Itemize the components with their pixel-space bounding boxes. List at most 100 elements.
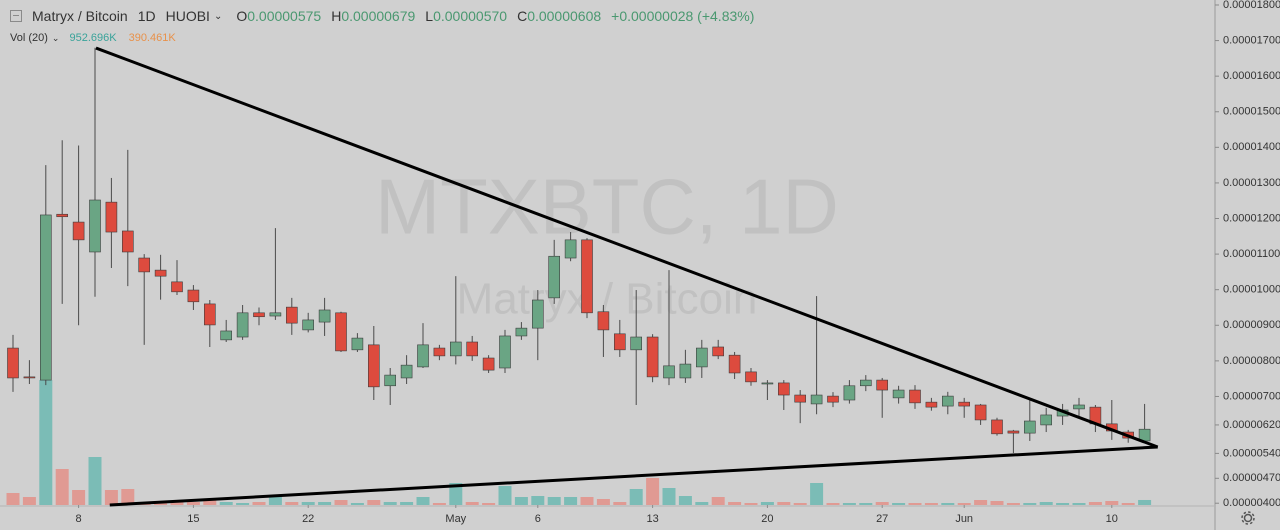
candle-body [515, 327, 528, 337]
volume-bar [449, 483, 463, 505]
volume-bar [514, 497, 528, 505]
y-tick-label: 0.00001700 [1223, 34, 1280, 46]
candle-body [204, 303, 216, 326]
watermark: MTXBTC, 1D Matryx / Bitcoin [375, 163, 839, 324]
y-tick-label: 0.00001300 [1223, 177, 1280, 189]
y-tick-label: 0.00001800 [1223, 0, 1280, 11]
candle-body [941, 395, 954, 407]
candle-body [761, 382, 774, 385]
volume-label: Vol (20) [10, 32, 48, 44]
volume-caret[interactable]: ⌄ [51, 32, 60, 43]
dropdown-caret[interactable]: ⌄ [213, 10, 223, 22]
candle-body [810, 394, 823, 405]
volume-bar [1072, 503, 1086, 505]
candle-body [7, 347, 19, 379]
volume-bar [154, 503, 168, 505]
x-tick-label: May [445, 513, 466, 525]
candle-body [138, 257, 150, 273]
y-tick-label: 0.00001100 [1223, 248, 1280, 260]
candle-body [433, 347, 446, 357]
y-tick-label: 0.00000540 [1223, 447, 1280, 459]
candle-body [1007, 430, 1020, 434]
candle-body [105, 201, 118, 233]
volume-bar [432, 503, 446, 505]
x-tick-label: 20 [761, 513, 773, 525]
candle-body [695, 347, 708, 368]
volume-bar [1039, 502, 1053, 505]
volume-bar [646, 478, 660, 505]
volume-bar [990, 501, 1004, 505]
y-tick-label: 0.00000400 [1223, 497, 1280, 509]
x-tick-label: 15 [187, 513, 199, 525]
candle-body [679, 363, 692, 379]
candle-body [925, 401, 938, 408]
volume-bar [1006, 503, 1020, 505]
volume-bar [252, 502, 266, 505]
candle-body [23, 376, 36, 379]
candle-body [400, 364, 413, 379]
collapse-icon[interactable] [10, 10, 22, 22]
c-value: 0.00000608 [527, 8, 602, 24]
volume-bar [236, 503, 250, 505]
volume-bar [186, 502, 200, 505]
volume-value: 952.696K [69, 32, 117, 44]
h-value: 0.00000679 [341, 8, 416, 24]
symbol-title: Matryx / Bitcoin [32, 8, 128, 24]
volume-bar [941, 503, 955, 505]
candle-body [745, 371, 757, 383]
volume-bar [580, 497, 594, 505]
volume-legend: Vol (20) ⌄ 952.696K 390.461K [10, 32, 176, 44]
candle-body [531, 299, 544, 329]
volume-bar [777, 502, 791, 505]
candle-body [892, 389, 905, 399]
candle-body [253, 312, 265, 318]
candle-body [269, 312, 282, 317]
candle-body [794, 394, 807, 403]
watermark-symbol: MTXBTC, 1D [375, 163, 839, 251]
l-value: 0.00000570 [433, 8, 508, 24]
change: +0.00000028 (+4.83%) [611, 8, 755, 24]
y-tick-label: 0.00000620 [1223, 419, 1280, 431]
volume-bar [1023, 503, 1037, 505]
volume-bar [892, 503, 906, 505]
volume-bar [957, 503, 971, 505]
y-tick-label: 0.00001000 [1223, 284, 1280, 296]
volume-bar [842, 503, 856, 505]
volume-bar [678, 496, 692, 505]
candle-body [646, 336, 659, 378]
candle-body [285, 306, 298, 324]
candles [7, 47, 1151, 454]
volume-bar [613, 502, 627, 505]
volume-bar [22, 497, 36, 505]
y-tick-label: 0.00000700 [1223, 390, 1280, 402]
candle-body [154, 269, 167, 277]
y-tick-label: 0.00001600 [1223, 70, 1280, 82]
candle-body [318, 309, 331, 323]
volume-bar [810, 483, 824, 505]
settings-icon[interactable] [1241, 511, 1255, 525]
volume-bar [219, 502, 233, 505]
exchange: HUOBI [165, 8, 210, 24]
y-tick-label: 0.00000800 [1223, 355, 1280, 367]
volume-bar [793, 503, 807, 505]
volume-bar [974, 500, 988, 505]
candle-body [367, 344, 380, 388]
candle-body [122, 230, 134, 253]
volume-bar [72, 490, 86, 505]
volume-bar [695, 502, 709, 505]
candle-body [89, 199, 101, 253]
volume-bar [170, 501, 184, 505]
volume-bar [301, 502, 315, 505]
volume-bar [629, 489, 643, 505]
volume-bar [859, 503, 873, 505]
y-tick-label: 0.00000900 [1223, 319, 1280, 331]
l-label: L [425, 8, 434, 24]
volume-bar [318, 502, 332, 505]
trendline [95, 46, 1159, 449]
y-tick-label: 0.00001500 [1223, 106, 1280, 118]
candle-body [171, 281, 183, 293]
x-tick-label: 8 [76, 513, 82, 525]
volume-bar [662, 488, 676, 505]
